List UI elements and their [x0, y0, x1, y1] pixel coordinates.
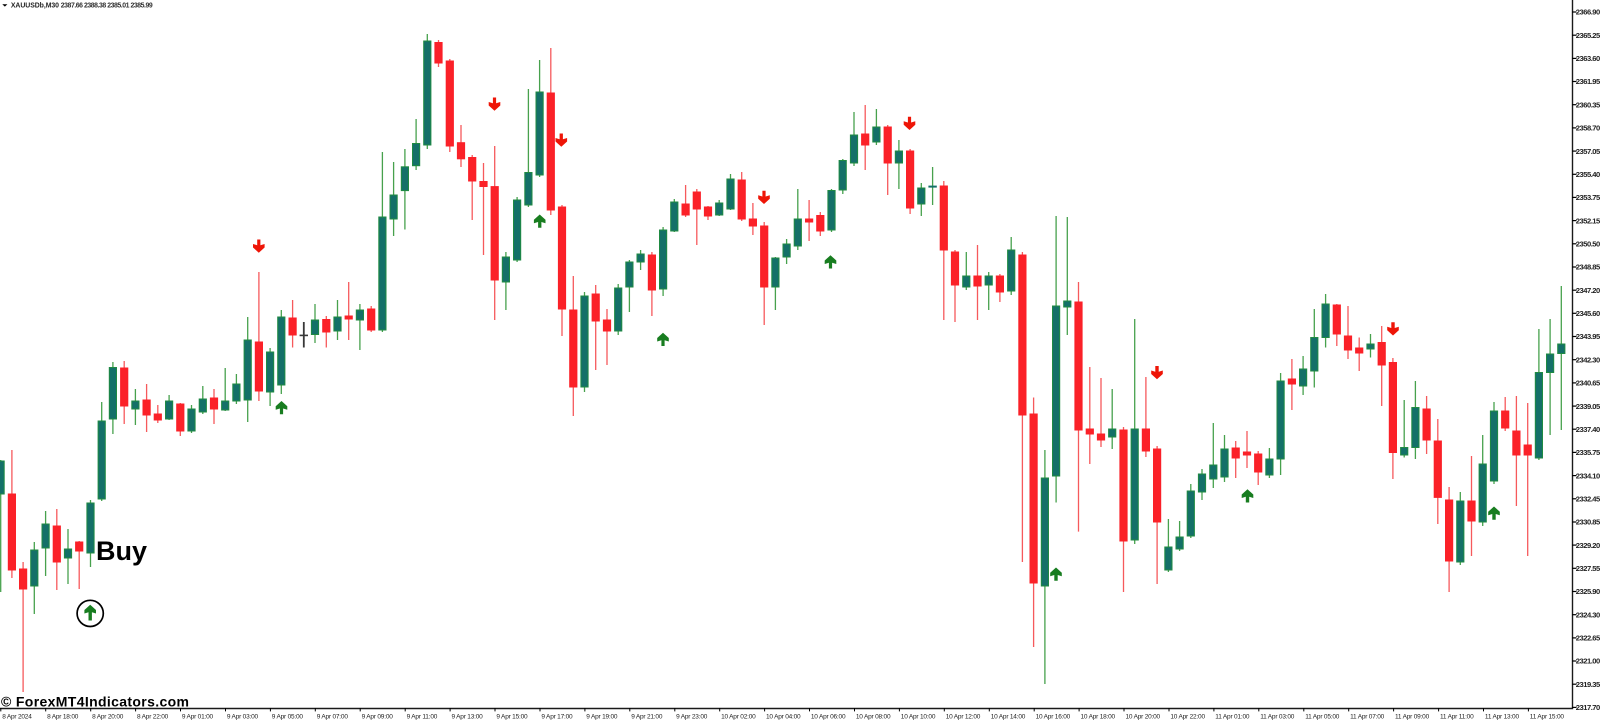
svg-text:11 Apr 09:00: 11 Apr 09:00 — [1395, 714, 1430, 721]
svg-text:10 Apr 16:00: 10 Apr 16:00 — [1036, 714, 1071, 721]
svg-text:9 Apr 21:00: 9 Apr 21:00 — [631, 714, 663, 721]
svg-text:10 Apr 06:00: 10 Apr 06:00 — [811, 714, 846, 721]
svg-text:2342.30: 2342.30 — [1576, 355, 1600, 364]
svg-text:Buy: Buy — [96, 536, 147, 566]
svg-text:9 Apr 23:00: 9 Apr 23:00 — [676, 714, 708, 721]
svg-text:2335.75: 2335.75 — [1576, 448, 1600, 457]
svg-text:10 Apr 12:00: 10 Apr 12:00 — [946, 714, 981, 721]
svg-text:2350.50: 2350.50 — [1576, 240, 1600, 249]
svg-text:2319.35: 2319.35 — [1576, 680, 1600, 689]
svg-text:2343.95: 2343.95 — [1576, 332, 1600, 341]
svg-text:11 Apr 07:00: 11 Apr 07:00 — [1350, 714, 1385, 721]
svg-text:9 Apr 19:00: 9 Apr 19:00 — [586, 714, 618, 721]
svg-text:11 Apr 05:00: 11 Apr 05:00 — [1305, 714, 1340, 721]
svg-text:2337.40: 2337.40 — [1576, 425, 1600, 434]
svg-text:2357.05: 2357.05 — [1576, 147, 1600, 156]
svg-text:2387.66 2388.38 2385.01 2385.9: 2387.66 2388.38 2385.01 2385.99 — [61, 3, 153, 10]
svg-text:9 Apr 01:00: 9 Apr 01:00 — [182, 714, 214, 721]
svg-text:8 Apr 22:00: 8 Apr 22:00 — [137, 714, 169, 721]
svg-text:8 Apr 20:00: 8 Apr 20:00 — [92, 714, 124, 721]
svg-text:10 Apr 14:00: 10 Apr 14:00 — [991, 714, 1026, 721]
svg-text:2353.75: 2353.75 — [1576, 193, 1600, 202]
svg-text:2329.20: 2329.20 — [1576, 541, 1600, 550]
svg-text:2347.20: 2347.20 — [1576, 286, 1600, 295]
svg-text:10 Apr 08:00: 10 Apr 08:00 — [856, 714, 891, 721]
svg-text:2361.95: 2361.95 — [1576, 77, 1600, 86]
svg-text:10 Apr 10:00: 10 Apr 10:00 — [901, 714, 936, 721]
svg-text:2332.45: 2332.45 — [1576, 495, 1600, 504]
svg-text:8 Apr 2024: 8 Apr 2024 — [2, 714, 32, 721]
svg-text:2340.65: 2340.65 — [1576, 379, 1600, 388]
svg-text:2366.90: 2366.90 — [1576, 8, 1600, 17]
svg-text:XAUUSDb,M30: XAUUSDb,M30 — [11, 3, 59, 10]
svg-text:9 Apr 11:00: 9 Apr 11:00 — [407, 714, 438, 721]
svg-text:2339.05: 2339.05 — [1576, 402, 1600, 411]
svg-text:2365.25: 2365.25 — [1576, 31, 1600, 40]
svg-text:2317.70: 2317.70 — [1576, 703, 1600, 712]
svg-text:10 Apr 22:00: 10 Apr 22:00 — [1170, 714, 1205, 721]
svg-text:11 Apr 15:00: 11 Apr 15:00 — [1530, 714, 1565, 721]
svg-text:9 Apr 05:00: 9 Apr 05:00 — [272, 714, 304, 721]
svg-text:2352.15: 2352.15 — [1576, 216, 1600, 225]
svg-text:2348.85: 2348.85 — [1576, 263, 1600, 272]
svg-text:9 Apr 15:00: 9 Apr 15:00 — [496, 714, 528, 721]
svg-text:2327.55: 2327.55 — [1576, 564, 1600, 573]
svg-text:8 Apr 18:00: 8 Apr 18:00 — [47, 714, 79, 721]
svg-text:9 Apr 09:00: 9 Apr 09:00 — [362, 714, 394, 721]
svg-text:2334.10: 2334.10 — [1576, 471, 1600, 480]
svg-text:2363.60: 2363.60 — [1576, 54, 1600, 63]
svg-text:9 Apr 13:00: 9 Apr 13:00 — [452, 714, 484, 721]
svg-text:9 Apr 07:00: 9 Apr 07:00 — [317, 714, 349, 721]
svg-text:10 Apr 04:00: 10 Apr 04:00 — [766, 714, 801, 721]
svg-text:2322.65: 2322.65 — [1576, 634, 1600, 643]
svg-text:© ForexMT4Indicators.com: © ForexMT4Indicators.com — [1, 693, 189, 709]
svg-text:9 Apr 03:00: 9 Apr 03:00 — [227, 714, 259, 721]
svg-text:9 Apr 17:00: 9 Apr 17:00 — [541, 714, 573, 721]
svg-text:10 Apr 02:00: 10 Apr 02:00 — [721, 714, 756, 721]
svg-text:2360.35: 2360.35 — [1576, 100, 1600, 109]
svg-text:11 Apr 13:00: 11 Apr 13:00 — [1485, 714, 1520, 721]
svg-text:2330.85: 2330.85 — [1576, 518, 1600, 527]
svg-text:2355.40: 2355.40 — [1576, 170, 1600, 179]
svg-text:2358.70: 2358.70 — [1576, 124, 1600, 133]
svg-text:11 Apr 01:00: 11 Apr 01:00 — [1215, 714, 1250, 721]
svg-text:2345.60: 2345.60 — [1576, 309, 1600, 318]
svg-text:10 Apr 20:00: 10 Apr 20:00 — [1126, 714, 1161, 721]
svg-text:2324.30: 2324.30 — [1576, 610, 1600, 619]
svg-text:2325.90: 2325.90 — [1576, 587, 1600, 596]
svg-text:2321.00: 2321.00 — [1576, 657, 1600, 666]
svg-text:10 Apr 18:00: 10 Apr 18:00 — [1081, 714, 1116, 721]
svg-text:11 Apr 11:00: 11 Apr 11:00 — [1440, 714, 1474, 721]
svg-text:11 Apr 03:00: 11 Apr 03:00 — [1260, 714, 1295, 721]
